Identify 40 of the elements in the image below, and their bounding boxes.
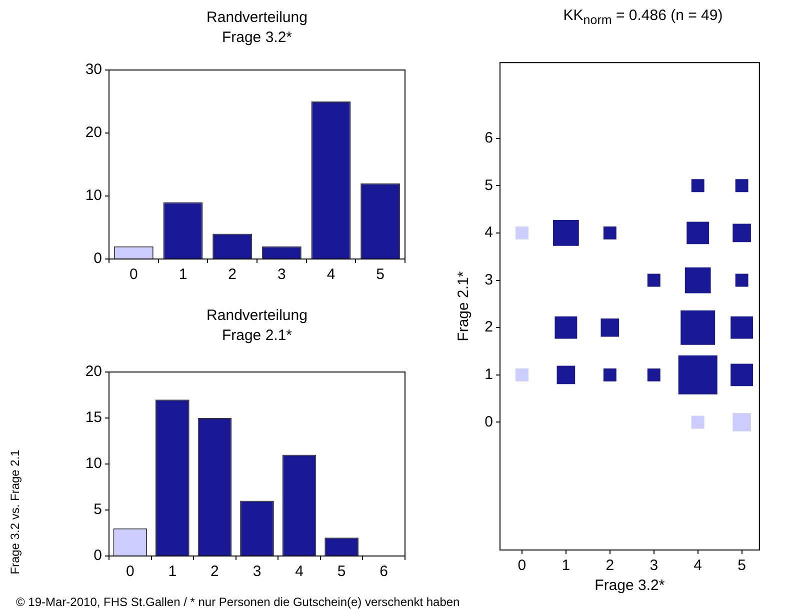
text: © 19-Mar-2010, FHS St.Gallen / * nur Personen die Gutschein(e) verschenkt haben — [16, 595, 460, 609]
x-tick-label: 0 — [126, 563, 134, 580]
x-tick-label: 3 — [650, 557, 658, 574]
y-tick-label: 10 — [85, 455, 102, 472]
y-tick-label: 0 — [94, 250, 102, 268]
x-tick-label: 1 — [168, 563, 177, 580]
y-tick-label: 10 — [85, 187, 102, 204]
x-tick-label: 1 — [562, 557, 570, 574]
y-tick-label: 5 — [484, 176, 493, 194]
chart-title: KK$_{norm}$ = 0.486 (n = 49) — [562, 6, 724, 29]
y-tick-label: 1 — [484, 366, 493, 384]
x-tick-label: 6 — [380, 563, 388, 580]
y-tick-label: 2 — [484, 318, 493, 336]
x-tick-label: 2 — [228, 266, 237, 284]
y-tick-label: 6 — [484, 129, 493, 146]
y-tick-label: 0 — [484, 413, 493, 430]
y-tick-label: 5 — [94, 501, 102, 518]
y-axis-title: Frage 2.1* — [455, 271, 472, 342]
text: Frage 3.2 vs. Frage 2.1 — [8, 448, 22, 576]
x-tick-label: 3 — [277, 266, 286, 284]
x-axis-title: Frage 3.2* — [594, 577, 665, 594]
x-tick-label: 1 — [178, 266, 188, 284]
chart-title: Randverteilung Frage 3.2* — [206, 8, 308, 48]
y-tick-label: 4 — [484, 224, 493, 242]
x-tick-label: 0 — [518, 557, 526, 574]
y-tick-label: 20 — [85, 124, 102, 142]
x-tick-label: 5 — [376, 266, 385, 284]
x-tick-label: 4 — [694, 557, 702, 574]
x-tick-label: 2 — [606, 557, 614, 574]
y-tick-label: 30 — [85, 61, 102, 78]
x-tick-label: 4 — [326, 266, 336, 284]
x-tick-label: 4 — [295, 563, 304, 580]
x-tick-label: 3 — [252, 563, 262, 580]
x-tick-label: 2 — [210, 563, 219, 580]
y-tick-label: 15 — [85, 409, 102, 426]
x-tick-label: 5 — [738, 557, 746, 574]
y-tick-label: 20 — [85, 363, 102, 380]
chart-title: Randverteilung Frage 2.1* — [206, 306, 308, 346]
x-tick-label: 5 — [337, 563, 346, 580]
x-tick-label: 0 — [129, 266, 138, 284]
